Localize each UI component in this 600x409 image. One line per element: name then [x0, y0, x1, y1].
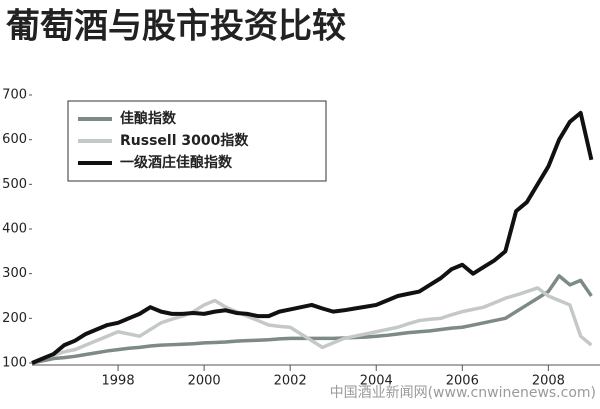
y-tick-label: 600 — [2, 132, 27, 147]
x-tick-label: 2008 — [532, 374, 565, 389]
series-line — [31, 286, 593, 365]
y-tick-label: 500 — [2, 177, 27, 192]
watermark: 中国酒业新闻网(www.cnwinenews.com) — [330, 385, 596, 401]
y-tick-label: 400 — [2, 222, 27, 237]
y-tick-label: 700 — [2, 88, 27, 103]
y-tick-label: 300 — [2, 266, 27, 281]
x-tick-label: 2006 — [446, 374, 479, 389]
y-tick-label: 200 — [2, 311, 27, 326]
x-tick-label: 2004 — [360, 374, 393, 389]
x-tick-label: 2002 — [274, 374, 307, 389]
x-tick-label: 2000 — [188, 374, 221, 389]
legend-label: 佳酿指数 — [120, 110, 177, 127]
legend-label: 一级酒庄佳酿指数 — [120, 154, 233, 171]
series-line — [31, 274, 593, 365]
x-tick-label: 1998 — [102, 374, 135, 389]
chart-title: 葡萄酒与股市投资比较 — [6, 7, 346, 47]
y-tick-label: 100 — [2, 356, 27, 371]
series-line — [31, 110, 594, 365]
legend-label: Russell 3000指数 — [120, 132, 249, 149]
